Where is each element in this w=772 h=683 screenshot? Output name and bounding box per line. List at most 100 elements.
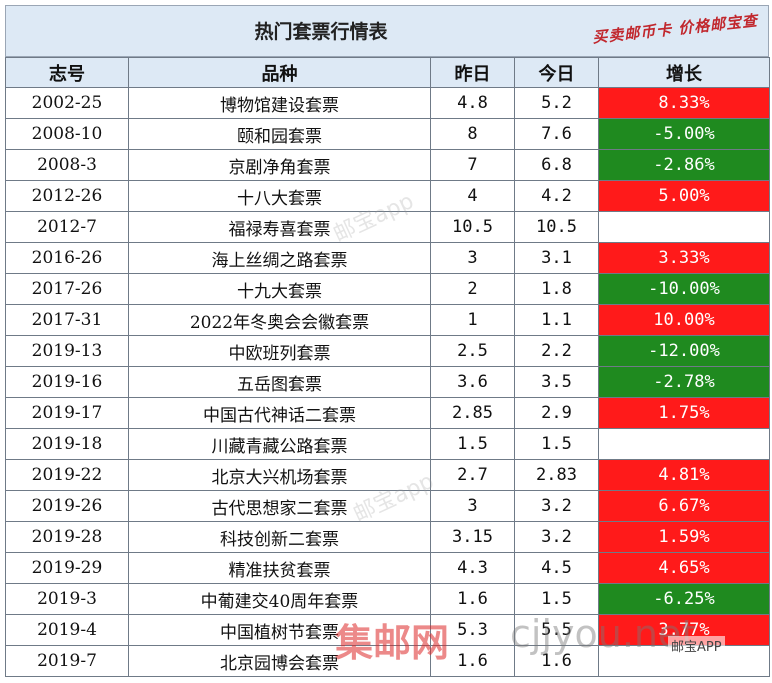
header-today: 今日 <box>514 57 599 88</box>
cell-name: 博物馆建设套票 <box>128 87 431 119</box>
cell-code: 2019-28 <box>5 521 129 553</box>
cell-today: 1.5 <box>514 583 599 615</box>
quote-table: 志号 品种 昨日 今日 增长 2002-25 博物馆建设套票 4.8 5.2 8.33%… <box>5 57 770 677</box>
cell-today: 5.2 <box>514 87 599 119</box>
cell-yesterday: 1.5 <box>430 428 515 460</box>
cell-today: 1.1 <box>514 304 599 336</box>
header-growth: 增长 <box>598 57 770 88</box>
cell-today: 2.83 <box>514 459 599 491</box>
header-yesterday: 昨日 <box>430 57 515 88</box>
table-row: 2019-22 北京大兴机场套票 2.7 2.83 4.81% <box>5 459 770 491</box>
cell-code: 2019-29 <box>5 552 129 584</box>
cell-today: 1.8 <box>514 273 599 305</box>
cell-yesterday: 2.5 <box>430 335 515 367</box>
cell-growth: 4.65% <box>598 552 770 584</box>
cell-growth: 3.33% <box>598 242 770 274</box>
table-row: 2008-10 颐和园套票 8 7.6 -5.00% <box>5 118 770 150</box>
header-name: 品种 <box>128 57 431 88</box>
cell-yesterday: 4 <box>430 180 515 212</box>
cell-name: 十八大套票 <box>128 180 431 212</box>
cell-code: 2019-22 <box>5 459 129 491</box>
cell-name: 中葡建交40周年套票 <box>128 583 431 615</box>
cell-today: 7.6 <box>514 118 599 150</box>
table-row: 2019-26 古代思想家二套票 3 3.2 6.67% <box>5 490 770 522</box>
cell-today: 6.8 <box>514 149 599 181</box>
cell-name: 科技创新二套票 <box>128 521 431 553</box>
cell-code: 2017-31 <box>5 304 129 336</box>
brand-stamp: 买卖邮币卡 价格邮宝查 <box>591 11 759 47</box>
cell-name: 古代思想家二套票 <box>128 490 431 522</box>
cell-growth <box>598 211 770 243</box>
cell-yesterday: 2.7 <box>430 459 515 491</box>
cell-name: 2022年冬奥会会徽套票 <box>128 304 431 336</box>
cell-today: 1.6 <box>514 645 599 677</box>
cell-yesterday: 1.6 <box>430 583 515 615</box>
header-row: 志号 品种 昨日 今日 增长 <box>5 57 770 88</box>
table-row: 2019-17 中国古代神话二套票 2.85 2.9 1.75% <box>5 397 770 429</box>
cell-growth: 10.00% <box>598 304 770 336</box>
cell-code: 2019-26 <box>5 490 129 522</box>
cell-growth: 3.77% <box>598 614 770 646</box>
cell-growth: 1.59% <box>598 521 770 553</box>
cell-yesterday: 2 <box>430 273 515 305</box>
table-row: 2017-31 2022年冬奥会会徽套票 1 1.1 10.00% <box>5 304 770 336</box>
cell-growth: 5.00% <box>598 180 770 212</box>
cell-growth: 6.67% <box>598 490 770 522</box>
cell-growth: -6.25% <box>598 583 770 615</box>
cell-growth: -10.00% <box>598 273 770 305</box>
table-row: 2019-4 中国植树节套票 5.3 5.5 3.77% <box>5 614 770 646</box>
cell-today: 2.2 <box>514 335 599 367</box>
cell-growth: -12.00% <box>598 335 770 367</box>
cell-code: 2019-17 <box>5 397 129 429</box>
cell-growth: -2.78% <box>598 366 770 398</box>
cell-yesterday: 2.85 <box>430 397 515 429</box>
cell-today: 3.2 <box>514 521 599 553</box>
cell-yesterday: 8 <box>430 118 515 150</box>
cell-code: 2002-25 <box>5 87 129 119</box>
table-row: 2016-26 海上丝绸之路套票 3 3.1 3.33% <box>5 242 770 274</box>
sheet-title: 热门套票行情表 <box>254 21 388 43</box>
cell-code: 2019-4 <box>5 614 129 646</box>
table-row: 2002-25 博物馆建设套票 4.8 5.2 8.33% <box>5 87 770 119</box>
cell-code: 2019-3 <box>5 583 129 615</box>
table-row: 2012-26 十八大套票 4 4.2 5.00% <box>5 180 770 212</box>
cell-name: 五岳图套票 <box>128 366 431 398</box>
table-row: 2017-26 十九大套票 2 1.8 -10.00% <box>5 273 770 305</box>
cell-today: 3.2 <box>514 490 599 522</box>
cell-name: 京剧净角套票 <box>128 149 431 181</box>
cell-code: 2019-13 <box>5 335 129 367</box>
cell-growth: 1.75% <box>598 397 770 429</box>
cell-yesterday: 4.3 <box>430 552 515 584</box>
cell-code: 2019-7 <box>5 645 129 677</box>
cell-name: 颐和园套票 <box>128 118 431 150</box>
cell-code: 2008-3 <box>5 149 129 181</box>
cell-code: 2019-18 <box>5 428 129 460</box>
cell-today: 2.9 <box>514 397 599 429</box>
cell-today: 3.5 <box>514 366 599 398</box>
cell-name: 北京大兴机场套票 <box>128 459 431 491</box>
header-code: 志号 <box>5 57 129 88</box>
cell-name: 海上丝绸之路套票 <box>128 242 431 274</box>
cell-today: 1.5 <box>514 428 599 460</box>
cell-code: 2017-26 <box>5 273 129 305</box>
cell-name: 中欧班列套票 <box>128 335 431 367</box>
table-row: 2019-16 五岳图套票 3.6 3.5 -2.78% <box>5 366 770 398</box>
cell-code: 2012-26 <box>5 180 129 212</box>
table-row: 2019-7 北京园博会套票 1.6 1.6 <box>5 645 770 677</box>
cell-yesterday: 5.3 <box>430 614 515 646</box>
cell-name: 精准扶贫套票 <box>128 552 431 584</box>
table-row: 2012-7 福禄寿喜套票 10.5 10.5 <box>5 211 770 243</box>
cell-growth <box>598 428 770 460</box>
cell-yesterday: 1.6 <box>430 645 515 677</box>
cell-yesterday: 4.8 <box>430 87 515 119</box>
cell-code: 2012-7 <box>5 211 129 243</box>
cell-today: 5.5 <box>514 614 599 646</box>
cell-today: 3.1 <box>514 242 599 274</box>
cell-code: 2016-26 <box>5 242 129 274</box>
table-row: 2019-29 精准扶贫套票 4.3 4.5 4.65% <box>5 552 770 584</box>
table-row: 2019-18 川藏青藏公路套票 1.5 1.5 <box>5 428 770 460</box>
cell-yesterday: 3 <box>430 242 515 274</box>
cell-name: 中国植树节套票 <box>128 614 431 646</box>
table-row: 2019-13 中欧班列套票 2.5 2.2 -12.00% <box>5 335 770 367</box>
